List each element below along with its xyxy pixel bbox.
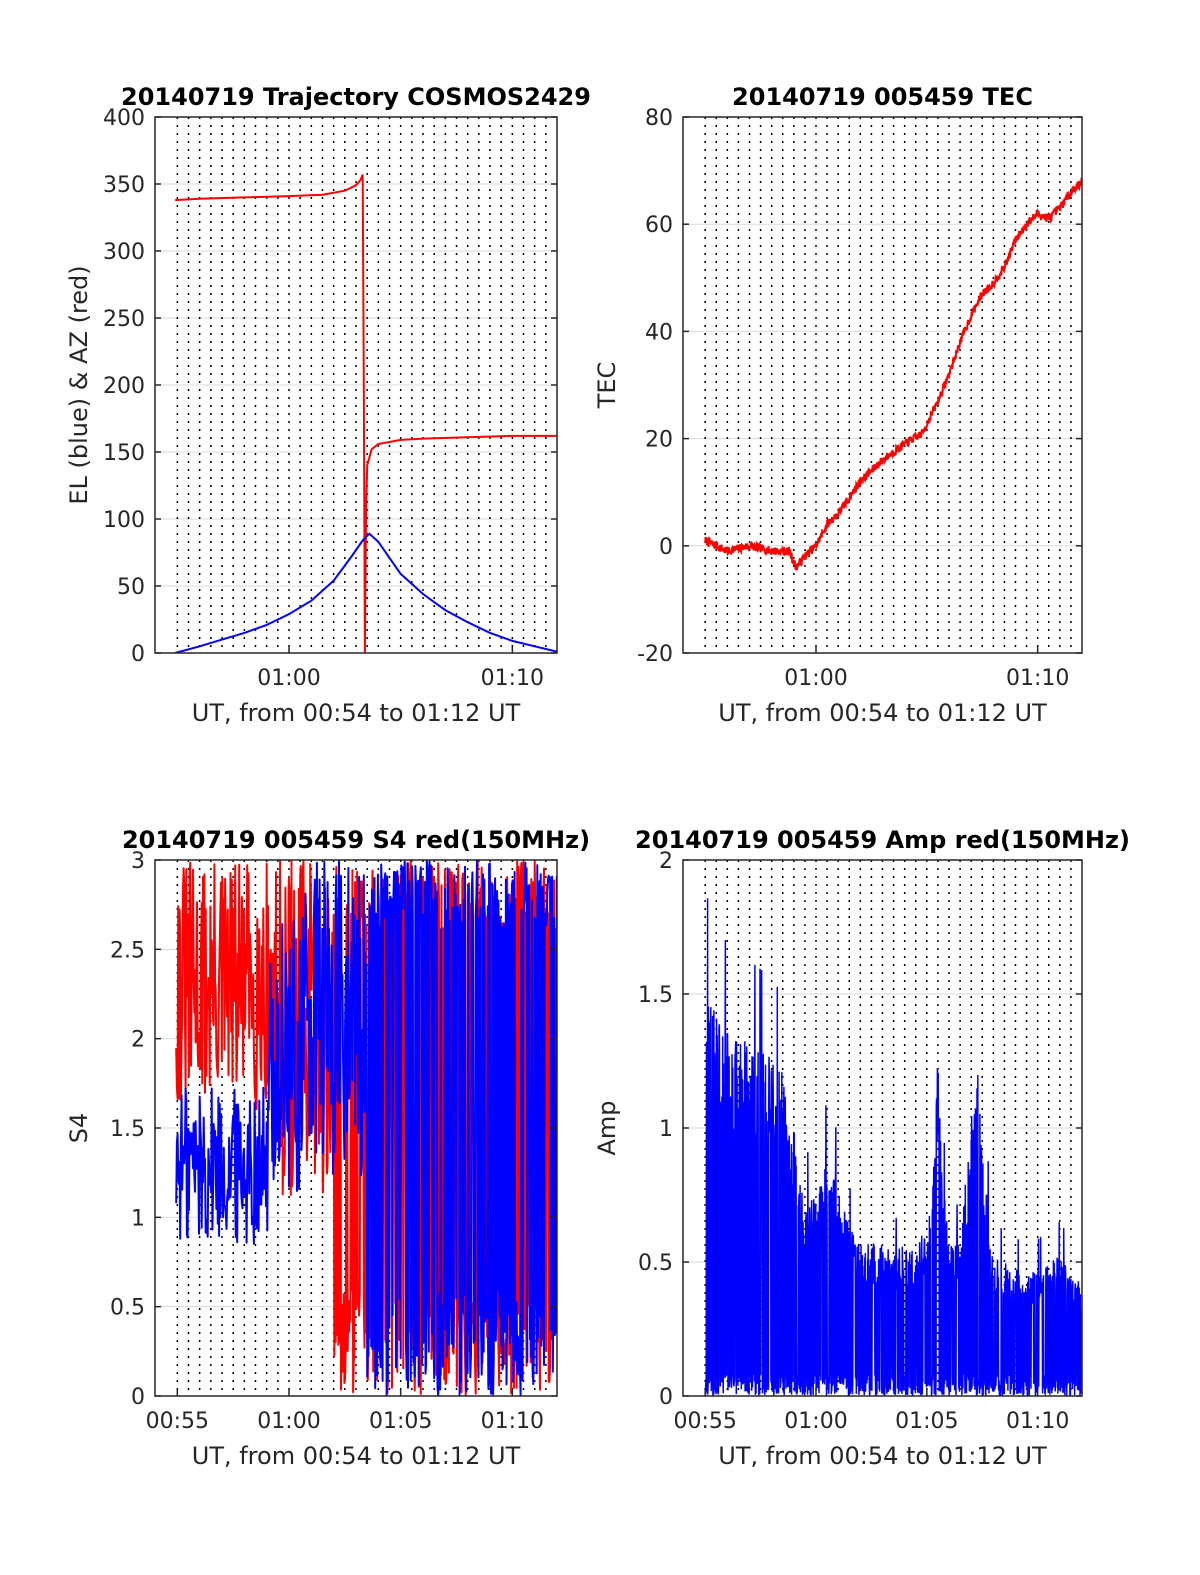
y-tick-label: 2 <box>659 849 673 874</box>
series-line-blue <box>175 860 557 1396</box>
x-tick-label: 01:00 <box>784 666 847 691</box>
plot-area <box>704 898 1082 1396</box>
x-tick-label: 01:00 <box>257 666 320 691</box>
y-tick-label: 1 <box>659 1117 673 1142</box>
chart-panel-4: 0 0.5 1 1.5 2 00:55 01:00 01:05 01:10 20140719 00… <box>593 826 1130 1470</box>
x-tick-label: 01:10 <box>481 666 544 691</box>
chart-title: 20140719 Trajectory COSMOS2429 <box>121 83 591 111</box>
y-tick-label: 0.5 <box>638 1251 673 1276</box>
y-tick-label: 80 <box>645 106 673 131</box>
chart-title: 20140719 005459 TEC <box>732 83 1033 111</box>
x-axis-label: UT, from 00:54 to 01:12 UT <box>718 1442 1047 1470</box>
x-axis-label: UT, from 00:54 to 01:12 UT <box>192 1442 521 1470</box>
y-axis-label: TEC <box>593 362 621 410</box>
y-tick-label: 0.5 <box>110 1296 145 1321</box>
y-tick-label: 150 <box>103 441 145 466</box>
y-tick-label: 0 <box>131 642 145 667</box>
plot-area <box>704 177 1082 571</box>
series-line-red <box>704 177 1082 571</box>
x-tick-label: 01:05 <box>369 1409 432 1434</box>
y-axis-label: Amp <box>593 1100 621 1155</box>
x-tick-label: 01:00 <box>784 1409 847 1434</box>
chart-panel-2: -20 0 20 40 60 80 01:00 01:10 20140719 005459 TE… <box>593 83 1083 727</box>
x-axis-label: UT, from 00:54 to 01:12 UT <box>192 699 521 727</box>
y-tick-label: 40 <box>645 320 673 345</box>
chart-title: 20140719 005459 Amp red(150MHz) <box>635 826 1130 854</box>
series-line-red <box>175 174 557 653</box>
series-line-blue <box>704 898 1082 1396</box>
series-line-blue <box>174 532 557 653</box>
y-tick-label: 50 <box>117 575 145 600</box>
y-tick-label: 1.5 <box>110 1117 145 1142</box>
x-axis-label: UT, from 00:54 to 01:12 UT <box>718 699 1047 727</box>
chart-panel-1: 0 50 100 150 200 250 300 350 400 01:00 01:10 201407… <box>65 83 591 727</box>
y-tick-label: 0 <box>659 535 673 560</box>
y-tick-label: 400 <box>103 106 145 131</box>
y-tick-label: 3 <box>131 849 145 874</box>
y-tick-label: 0 <box>659 1385 673 1410</box>
x-tick-label: 01:00 <box>257 1409 320 1434</box>
y-tick-label: 200 <box>103 374 145 399</box>
x-tick-label: 01:05 <box>895 1409 958 1434</box>
y-tick-label: 300 <box>103 240 145 265</box>
y-tick-label: 1.5 <box>638 983 673 1008</box>
plot-area <box>174 174 557 653</box>
plot-area <box>175 860 557 1396</box>
y-axis-label: S4 <box>65 1113 93 1144</box>
x-tick-label: 01:10 <box>1006 666 1069 691</box>
y-tick-label: 1 <box>131 1206 145 1231</box>
y-tick-label: 0 <box>131 1385 145 1410</box>
y-tick-label: 250 <box>103 307 145 332</box>
y-tick-label: 20 <box>645 428 673 453</box>
y-tick-label: 2 <box>131 1028 145 1053</box>
y-tick-label: 100 <box>103 508 145 533</box>
chart-title: 20140719 005459 S4 red(150MHz) <box>122 826 590 854</box>
y-tick-label: -20 <box>637 642 673 667</box>
y-tick-label: 60 <box>645 213 673 238</box>
y-tick-label: 2.5 <box>110 938 145 963</box>
y-tick-label: 350 <box>103 173 145 198</box>
x-tick-label: 00:55 <box>146 1409 209 1434</box>
x-tick-label: 01:10 <box>481 1409 544 1434</box>
x-tick-label: 01:10 <box>1006 1409 1069 1434</box>
y-axis-label: EL (blue) & AZ (red) <box>65 265 93 504</box>
axes-box <box>682 116 1083 654</box>
chart-panel-3: 0 0.5 1 1.5 2 2.5 3 00:55 01:00 01:05 01:10 2014071… <box>65 826 590 1470</box>
x-tick-label: 00:55 <box>673 1409 736 1434</box>
